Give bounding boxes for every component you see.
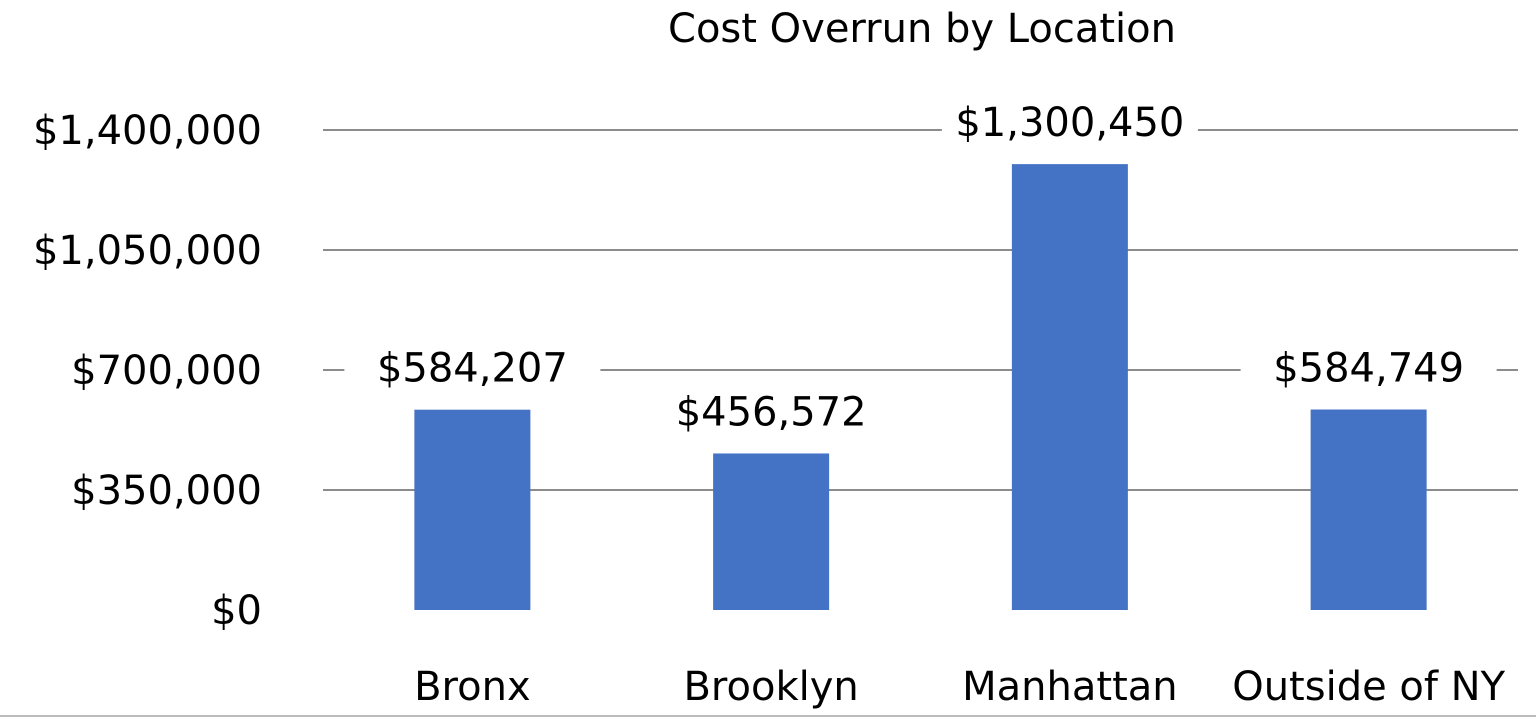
data-label-background xyxy=(344,347,601,394)
data-label-background xyxy=(643,391,900,438)
data-label: $1,300,450 xyxy=(955,100,1184,146)
y-tick-label: $1,400,000 xyxy=(33,108,262,154)
data-label-background xyxy=(941,102,1198,149)
data-label: $584,207 xyxy=(377,346,568,392)
x-tick-label: Brooklyn xyxy=(683,664,858,710)
y-axis-ticks: $0 $350,000 $700,000 $1,050,000 $1,400,000 xyxy=(33,108,262,634)
data-labels: $584,207 $456,572 $1,300,450 $584,749 xyxy=(344,100,1497,438)
x-axis-ticks: Bronx Brooklyn Manhattan Outside of NY xyxy=(414,664,1505,710)
x-tick-label: Outside of NY xyxy=(1232,664,1505,710)
chart-title: Cost Overrun by Location xyxy=(668,6,1176,52)
y-tick-label: $0 xyxy=(211,588,262,634)
bar xyxy=(1011,164,1128,611)
x-tick-label: Manhattan xyxy=(962,664,1177,710)
data-label: $456,572 xyxy=(676,389,867,435)
x-tick-label: Bronx xyxy=(414,664,531,710)
y-tick-label: $700,000 xyxy=(71,348,262,394)
y-tick-label: $1,050,000 xyxy=(33,228,262,274)
data-label: $584,749 xyxy=(1273,346,1464,392)
bars xyxy=(414,164,1427,611)
bar xyxy=(1310,409,1427,610)
y-tick-label: $350,000 xyxy=(71,468,262,514)
data-label-background xyxy=(1240,347,1497,394)
bar xyxy=(414,409,531,610)
bar xyxy=(713,453,830,610)
